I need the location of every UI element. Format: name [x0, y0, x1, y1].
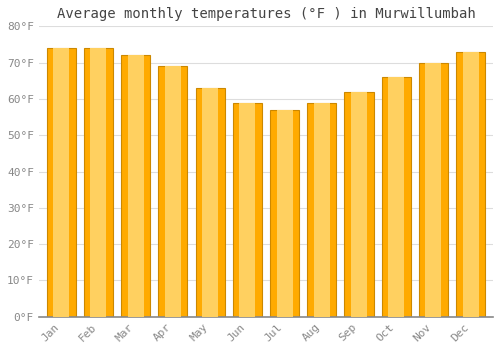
- Bar: [196, 88, 224, 317]
- Bar: [456, 52, 485, 317]
- Bar: [270, 110, 299, 317]
- Bar: [165, 66, 181, 317]
- Bar: [128, 55, 144, 317]
- Bar: [90, 48, 106, 317]
- Bar: [158, 66, 188, 317]
- Bar: [121, 55, 150, 317]
- Title: Average monthly temperatures (°F ) in Murwillumbah: Average monthly temperatures (°F ) in Mu…: [56, 7, 476, 21]
- Bar: [382, 77, 411, 317]
- Bar: [46, 48, 76, 317]
- Bar: [388, 77, 404, 317]
- Bar: [426, 63, 442, 317]
- Bar: [276, 110, 292, 317]
- Bar: [344, 92, 374, 317]
- Bar: [240, 103, 256, 317]
- Bar: [351, 92, 367, 317]
- Bar: [308, 103, 336, 317]
- Bar: [233, 103, 262, 317]
- Bar: [53, 48, 69, 317]
- Bar: [84, 48, 113, 317]
- Bar: [462, 52, 478, 317]
- Bar: [419, 63, 448, 317]
- Bar: [202, 88, 218, 317]
- Bar: [314, 103, 330, 317]
